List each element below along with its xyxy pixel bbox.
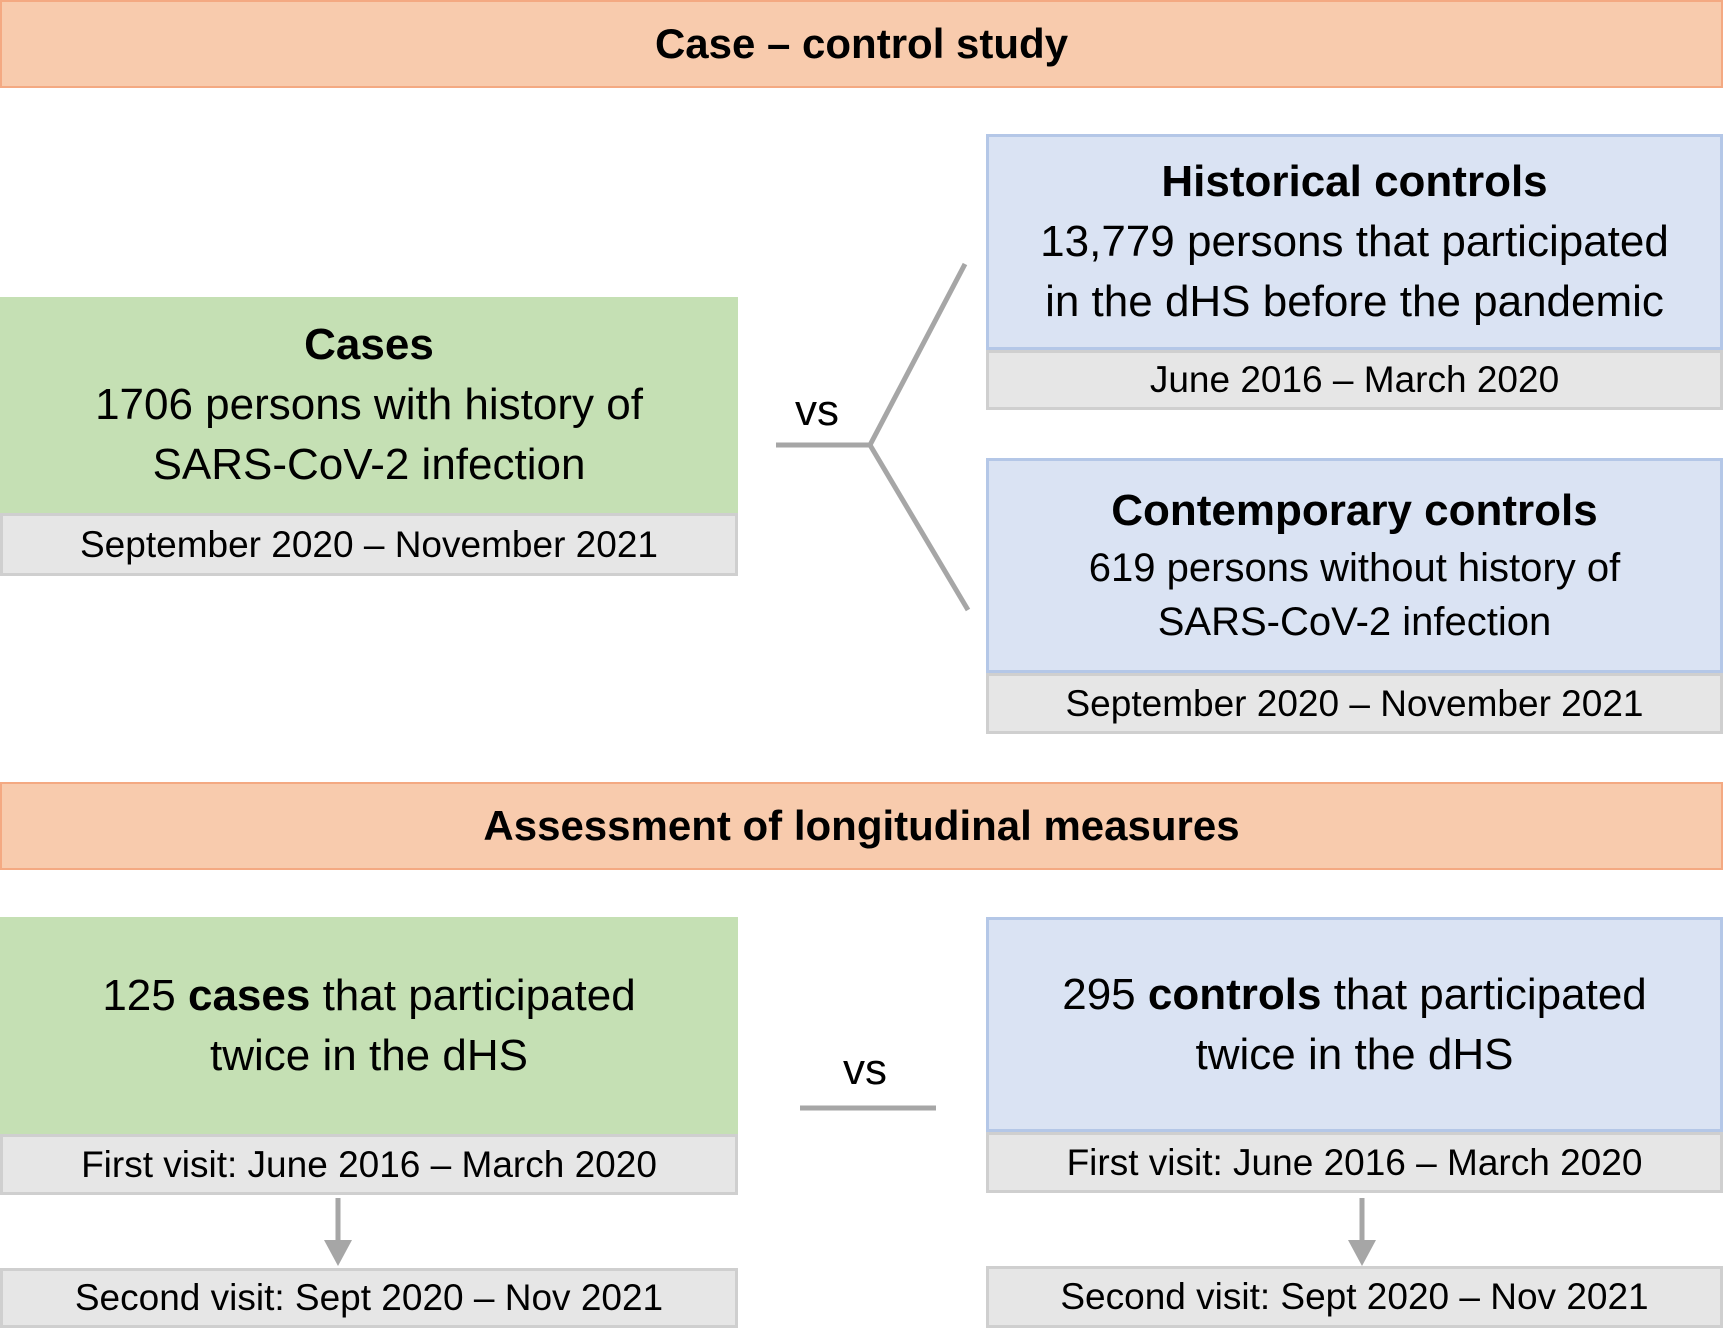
cases-period: September 2020 – November 2021: [80, 523, 658, 565]
historical-period-box: June 2016 – March 2020: [986, 350, 1723, 410]
controls-second-visit: Second visit: Sept 2020 – Nov 2021: [1060, 1276, 1649, 1317]
contemporary-period: September 2020 – November 2021: [1065, 682, 1644, 724]
cases-description-line2: SARS-CoV-2 infection: [152, 439, 586, 489]
branch-upper-line: [867, 262, 968, 447]
controls-arrow-head: [1348, 1240, 1376, 1266]
cases-title: Cases: [304, 320, 434, 370]
historical-controls-line2: in the dHS before the pandemic: [1045, 276, 1664, 326]
contemporary-controls-line2: SARS-CoV-2 infection: [1157, 600, 1552, 645]
longitudinal-cases-line1: 125 cases that participated: [102, 966, 635, 1026]
cases-second-visit: Second visit: Sept 2020 – Nov 2021: [74, 1277, 664, 1318]
longitudinal-controls-box: 295 controls that participated twice in …: [986, 917, 1723, 1132]
longitudinal-controls-line1: 295 controls that participated: [1062, 965, 1647, 1025]
longitudinal-cases-count: 125: [102, 970, 176, 1020]
longitudinal-cases-line2: twice in the dHS: [210, 1030, 528, 1080]
longitudinal-header-text: Assessment of longitudinal measures: [483, 802, 1240, 849]
longitudinal-controls-rest: that participated: [1333, 969, 1647, 1019]
historical-controls-box: Historical controls 13,779 persons that …: [986, 134, 1723, 350]
contemporary-controls-line1: 619 persons without history of: [1088, 546, 1621, 591]
case-control-header: Case – control study: [0, 0, 1723, 88]
case-control-header-text: Case – control study: [654, 20, 1069, 67]
cases-arrow-head: [324, 1240, 352, 1266]
longitudinal-controls-line2: twice in the dHS: [1195, 1029, 1514, 1079]
controls-second-visit-box: Second visit: Sept 2020 – Nov 2021: [986, 1266, 1723, 1328]
longitudinal-vs-label: vs: [843, 1045, 887, 1094]
branch-lower-line: [867, 443, 971, 612]
cases-period-box: September 2020 – November 2021: [0, 513, 738, 576]
historical-controls-title: Historical controls: [1161, 157, 1548, 207]
contemporary-controls-box: Contemporary controls 619 persons withou…: [986, 458, 1723, 673]
historical-period: June 2016 – March 2020: [1149, 359, 1560, 400]
cases-first-visit: First visit: June 2016 – March 2020: [81, 1143, 657, 1185]
cases-first-visit-box: First visit: June 2016 – March 2020: [0, 1134, 738, 1195]
controls-first-visit: First visit: June 2016 – March 2020: [1066, 1141, 1643, 1183]
contemporary-controls-title: Contemporary controls: [1111, 486, 1598, 536]
historical-controls-line1: 13,779 persons that participated: [1040, 217, 1669, 267]
cases-box: Cases 1706 persons with history of SARS-…: [0, 297, 738, 513]
longitudinal-controls-count: 295: [1062, 969, 1136, 1019]
controls-first-visit-box: First visit: June 2016 – March 2020: [986, 1132, 1723, 1193]
longitudinal-cases-rest: that participated: [322, 970, 636, 1020]
longitudinal-cases-box: 125 cases that participated twice in the…: [0, 917, 738, 1134]
longitudinal-header: Assessment of longitudinal measures: [0, 782, 1723, 870]
cases-description-line1: 1706 persons with history of: [95, 380, 643, 430]
case-control-vs-label: vs: [795, 386, 839, 435]
longitudinal-cases-bold: cases: [187, 970, 311, 1020]
contemporary-period-box: September 2020 – November 2021: [986, 673, 1723, 734]
cases-second-visit-box: Second visit: Sept 2020 – Nov 2021: [0, 1268, 738, 1328]
longitudinal-controls-bold: controls: [1147, 969, 1322, 1019]
